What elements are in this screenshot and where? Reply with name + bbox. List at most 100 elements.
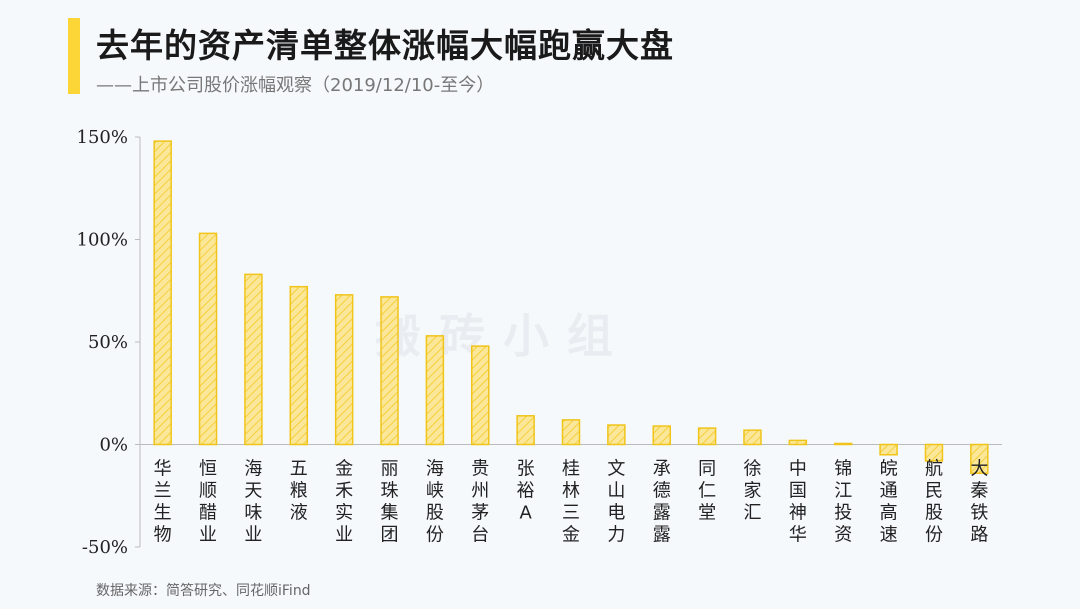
data-source-note: 数据来源：简答研究、同花顺iFind bbox=[96, 583, 311, 599]
bar bbox=[743, 429, 762, 446]
x-category-label-char: 高 bbox=[880, 503, 898, 524]
bar bbox=[198, 232, 218, 446]
x-category-label-char: 大 bbox=[970, 459, 988, 480]
x-category-label-char: 团 bbox=[381, 525, 399, 546]
bar bbox=[697, 427, 717, 446]
x-category-label-char: 德 bbox=[653, 481, 671, 502]
x-category-label-char: 裕 bbox=[517, 481, 535, 502]
x-category-label-char: 集 bbox=[381, 503, 399, 524]
x-category-label-char: 金 bbox=[335, 459, 353, 480]
x-category-label-char: 业 bbox=[199, 525, 217, 546]
x-category-label-char: 铁 bbox=[970, 503, 988, 524]
x-category-label-char: A bbox=[519, 503, 532, 524]
x-category-label-char: 峡 bbox=[426, 481, 444, 502]
x-category-label-char: 恒 bbox=[199, 459, 217, 480]
x-category-label-char: 民 bbox=[925, 481, 943, 502]
bar bbox=[561, 419, 581, 446]
x-category-label-char: 堂 bbox=[698, 503, 716, 524]
x-category-label-char: 通 bbox=[880, 481, 898, 502]
x-category-label-char: 徐 bbox=[743, 459, 761, 480]
y-tick-label: -50% bbox=[82, 537, 128, 558]
x-category-label-char: 生 bbox=[154, 503, 172, 524]
x-category-label-char: 锦 bbox=[834, 459, 852, 480]
x-category-label-char: 江 bbox=[834, 481, 852, 502]
bar bbox=[289, 285, 309, 446]
y-tick-label: 150% bbox=[77, 127, 128, 148]
x-category-label-char: 实 bbox=[335, 503, 353, 524]
x-category-label-char: 珠 bbox=[381, 481, 399, 502]
x-category-label-char: 华 bbox=[154, 459, 172, 480]
x-category-label-char: 皖 bbox=[880, 459, 898, 480]
x-category-label-char: 露 bbox=[653, 503, 671, 524]
y-tick-label: 0% bbox=[99, 435, 128, 456]
chart-subtitle: ——上市公司股价涨幅观察（2019/12/10-至今） bbox=[96, 75, 495, 96]
x-category-label-char: 承 bbox=[653, 459, 671, 480]
x-category-label-char: 路 bbox=[970, 525, 988, 546]
x-category-label-char: 海 bbox=[426, 459, 444, 480]
x-category-label-char: 台 bbox=[471, 525, 489, 546]
x-category-label-char: 物 bbox=[154, 525, 172, 546]
bar bbox=[607, 424, 626, 446]
x-category-label-char: 林 bbox=[562, 481, 580, 502]
x-category-label-char: 份 bbox=[426, 525, 444, 546]
x-category-label-char: 股 bbox=[426, 503, 444, 524]
bar bbox=[879, 443, 898, 456]
bar bbox=[833, 442, 853, 446]
bar bbox=[970, 443, 989, 474]
x-category-label-char: 业 bbox=[244, 525, 262, 546]
x-category-label-char: 味 bbox=[244, 503, 262, 524]
x-category-label-char: 茅 bbox=[471, 503, 489, 524]
x-category-label-char: 中 bbox=[789, 459, 807, 480]
x-category-label-char: 露 bbox=[653, 525, 671, 546]
x-category-label-char: 海 bbox=[244, 459, 262, 480]
y-tick-label: 50% bbox=[88, 332, 128, 353]
x-category-label-char: 兰 bbox=[154, 481, 172, 502]
x-category-label-char: 电 bbox=[607, 503, 625, 524]
bar bbox=[788, 439, 808, 446]
x-category-label-char: 金 bbox=[562, 525, 580, 546]
bar bbox=[516, 415, 535, 446]
x-category-label-char: 家 bbox=[743, 481, 761, 502]
x-category-label-char: 顺 bbox=[199, 481, 217, 502]
x-category-label-char: 投 bbox=[834, 503, 852, 524]
bar bbox=[380, 296, 399, 446]
x-category-label-char: 三 bbox=[562, 503, 580, 524]
chart-title: 去年的资产清单整体涨幅大幅跑赢大盘 bbox=[96, 26, 674, 65]
x-category-label-char: 桂 bbox=[562, 459, 580, 480]
x-category-label-char: 州 bbox=[471, 481, 489, 502]
x-category-label-char: 贵 bbox=[471, 459, 489, 480]
x-category-label-char: 丽 bbox=[381, 459, 399, 480]
bar bbox=[334, 294, 354, 446]
x-category-label-char: 同 bbox=[698, 459, 716, 480]
x-category-label-char: 汇 bbox=[743, 503, 761, 524]
x-category-label-char: 神 bbox=[789, 503, 807, 524]
bar bbox=[425, 335, 445, 446]
x-category-label-char: 资 bbox=[834, 525, 852, 546]
x-category-label-char: 禾 bbox=[335, 481, 353, 502]
bar bbox=[244, 273, 263, 446]
x-category-label-char: 液 bbox=[290, 503, 308, 524]
x-category-label-char: 文 bbox=[607, 459, 625, 480]
accent-bar bbox=[68, 18, 80, 94]
x-category-label-char: 华 bbox=[789, 525, 807, 546]
x-category-label-char: 秦 bbox=[970, 481, 988, 502]
x-category-label-char: 业 bbox=[335, 525, 353, 546]
x-category-label-char: 股 bbox=[925, 503, 943, 524]
bar bbox=[471, 345, 490, 446]
x-category-label-char: 张 bbox=[517, 459, 535, 480]
x-category-label-char: 航 bbox=[925, 459, 943, 480]
bar bbox=[924, 443, 944, 462]
x-category-label-char: 醋 bbox=[199, 503, 217, 524]
bar bbox=[652, 425, 671, 446]
x-category-label-char: 份 bbox=[925, 525, 943, 546]
x-category-label-char: 国 bbox=[789, 481, 807, 502]
x-category-label-char: 速 bbox=[880, 525, 898, 546]
x-category-label-char: 粮 bbox=[290, 481, 308, 502]
x-category-label-char: 仁 bbox=[698, 481, 716, 502]
x-category-label-char: 五 bbox=[290, 459, 308, 480]
x-category-label-char: 山 bbox=[607, 481, 625, 502]
x-category-label-char: 力 bbox=[607, 525, 625, 546]
bar bbox=[153, 140, 172, 446]
x-category-label-char: 天 bbox=[244, 481, 262, 502]
